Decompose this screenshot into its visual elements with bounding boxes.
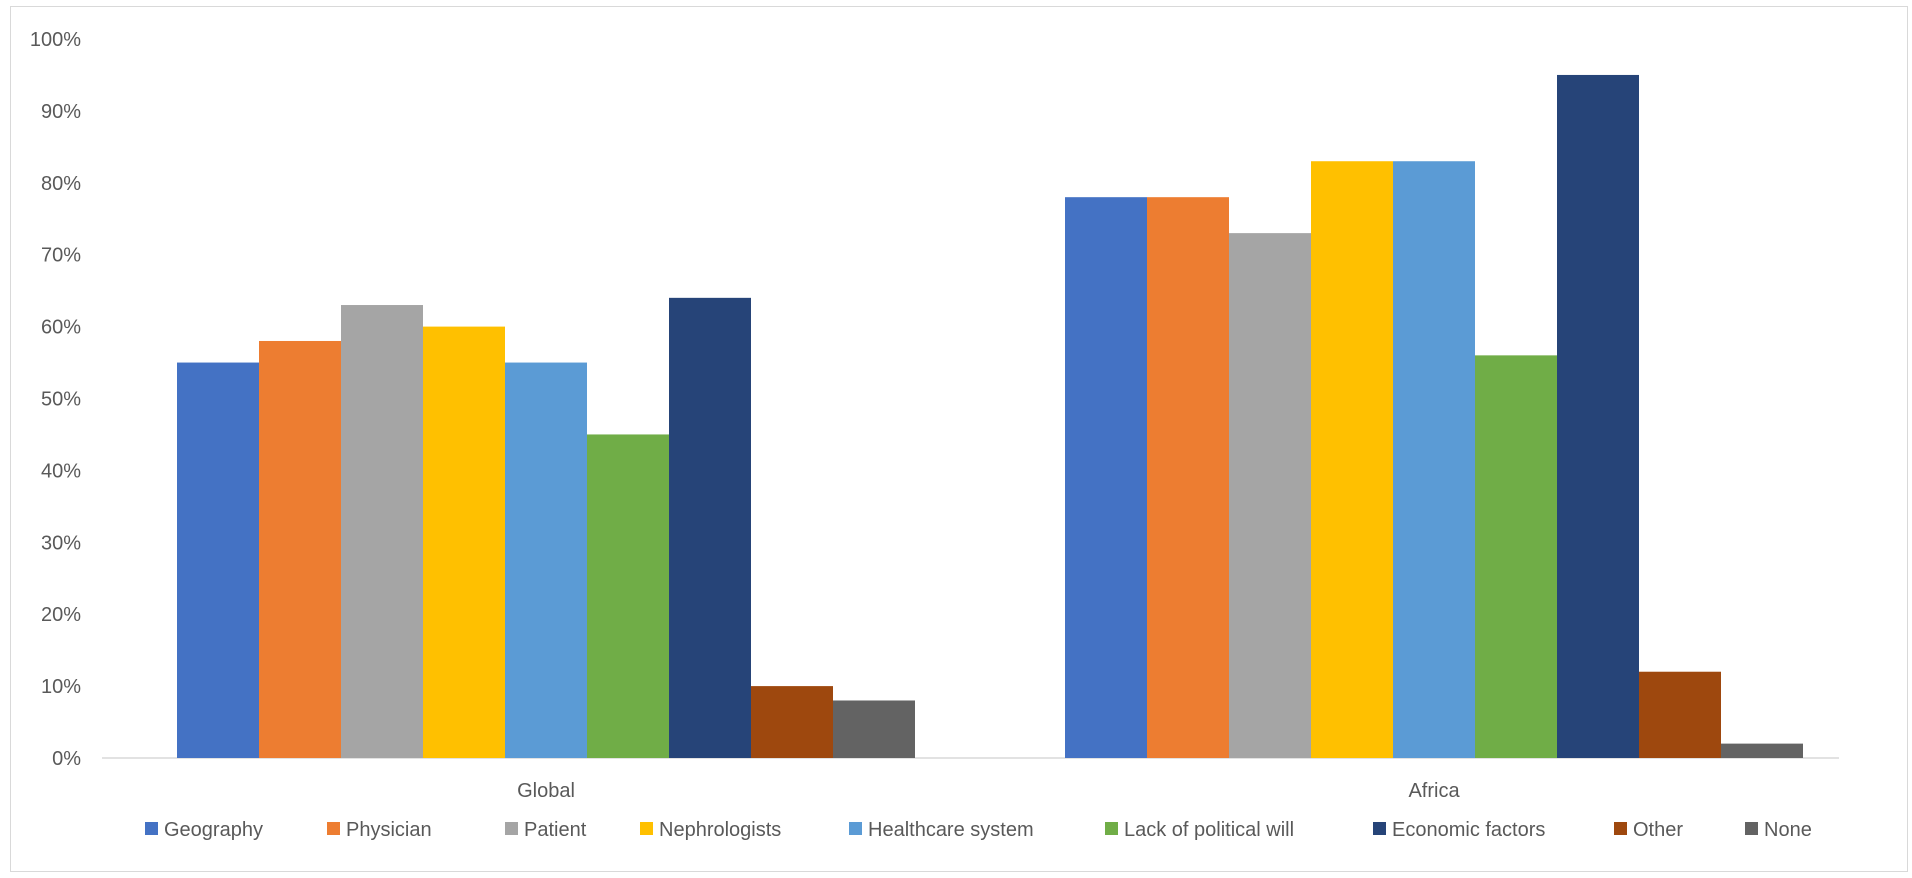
bar-economic-factors-global xyxy=(669,297,751,758)
legend-label: Economic factors xyxy=(1392,819,1545,841)
category-labels: Global Africa xyxy=(517,780,1460,802)
bar-other-africa xyxy=(1639,671,1721,758)
bar-nephrologists-africa xyxy=(1311,161,1393,759)
bar-geography-global xyxy=(177,362,259,758)
legend-swatch xyxy=(145,822,158,835)
legend-swatch xyxy=(505,822,518,835)
legend-label: Lack of political will xyxy=(1124,819,1294,841)
legend-swatch xyxy=(1373,822,1386,835)
y-tick-label: 40% xyxy=(41,460,81,482)
legend-swatch xyxy=(1745,822,1758,835)
bar-patient-global xyxy=(341,305,423,758)
bar-geography-africa xyxy=(1065,197,1147,758)
bar-lack-of-political-will-global xyxy=(587,434,669,758)
legend-swatch xyxy=(327,822,340,835)
bar-healthcare-system-global xyxy=(505,362,587,758)
y-tick-label: 70% xyxy=(41,245,81,267)
legend-label: Patient xyxy=(524,819,587,841)
bar-none-global xyxy=(833,700,915,758)
category-label: Africa xyxy=(1408,780,1460,802)
bar-physician-global xyxy=(259,340,341,758)
bars xyxy=(177,74,1803,759)
y-axis-tick-labels: 0% 10% 20% 30% 40% 50% 60% 70% 80% 90% 100% xyxy=(30,29,81,770)
bar-other-global xyxy=(751,686,833,758)
legend-label: Geography xyxy=(164,819,263,841)
legend-label: None xyxy=(1764,819,1812,841)
legend-swatch xyxy=(640,822,653,835)
bar-chart: 0% 10% 20% 30% 40% 50% 60% 70% 80% 90% 100% Global… xyxy=(30,29,1839,841)
y-tick-label: 50% xyxy=(41,389,81,411)
y-tick-label: 90% xyxy=(41,101,81,123)
legend-label: Healthcare system xyxy=(868,819,1034,841)
legend-label: Other xyxy=(1633,819,1683,841)
y-tick-label: 100% xyxy=(30,29,81,51)
legend-label: Nephrologists xyxy=(659,819,781,841)
category-label: Global xyxy=(517,780,575,802)
y-tick-label: 30% xyxy=(41,532,81,554)
y-tick-label: 0% xyxy=(52,748,81,770)
y-tick-label: 10% xyxy=(41,676,81,698)
y-tick-label: 60% xyxy=(41,317,81,339)
bar-physician-africa xyxy=(1147,197,1229,758)
bar-patient-africa xyxy=(1229,233,1311,758)
legend-label: Physician xyxy=(346,819,432,841)
bar-economic-factors-africa xyxy=(1557,74,1639,758)
bar-lack-of-political-will-africa xyxy=(1475,355,1557,758)
bar-none-africa xyxy=(1721,743,1803,758)
y-tick-label: 20% xyxy=(41,604,81,626)
legend-swatch xyxy=(1614,822,1627,835)
legend: Geography Physician Patient Nephrologists He… xyxy=(145,819,1812,841)
legend-swatch xyxy=(849,822,862,835)
chart-frame: 0% 10% 20% 30% 40% 50% 60% 70% 80% 90% 100% Global… xyxy=(10,6,1908,872)
bar-nephrologists-global xyxy=(423,326,505,758)
y-tick-label: 80% xyxy=(41,173,81,195)
legend-swatch xyxy=(1105,822,1118,835)
bar-healthcare-system-africa xyxy=(1393,161,1475,759)
